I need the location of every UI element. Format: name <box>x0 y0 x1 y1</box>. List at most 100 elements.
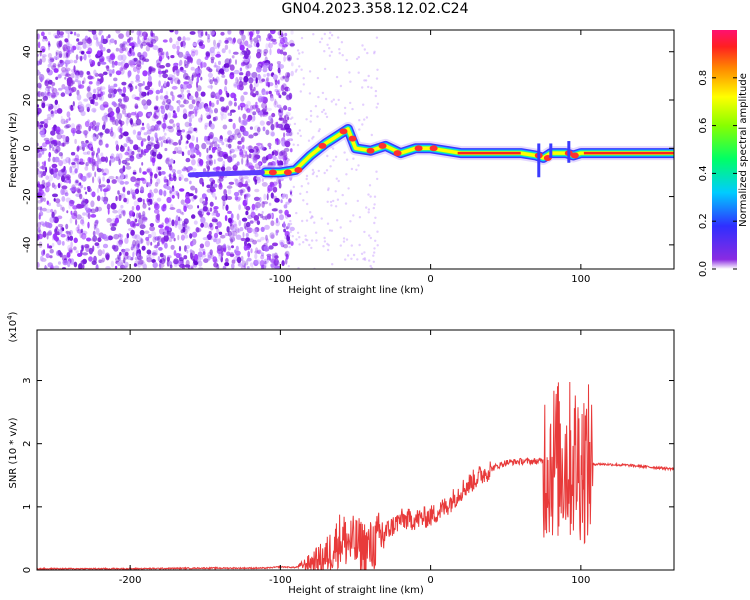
noise-speckle <box>236 213 240 221</box>
noise-speckle <box>266 78 269 83</box>
noise-speckle <box>270 234 275 240</box>
noise-speckle <box>170 204 174 210</box>
noise-speckle <box>79 70 84 78</box>
noise-speckle <box>124 181 129 185</box>
noise-speckle <box>58 152 63 157</box>
noise-speckle <box>330 50 333 54</box>
noise-speckle <box>93 33 98 41</box>
noise-speckle <box>246 266 250 269</box>
noise-speckle <box>114 39 117 45</box>
noise-speckle <box>356 258 359 261</box>
noise-speckle <box>76 94 82 101</box>
noise-speckle <box>283 147 290 152</box>
noise-speckle <box>259 145 265 151</box>
noise-speckle <box>83 77 86 84</box>
noise-speckle <box>207 136 211 141</box>
x-tick-label: 100 <box>571 274 590 285</box>
noise-speckle <box>255 77 258 84</box>
noise-speckle <box>73 261 78 268</box>
noise-speckle <box>270 30 276 35</box>
noise-speckle <box>343 112 347 115</box>
noise-speckle <box>139 259 145 265</box>
noise-speckle <box>260 236 265 241</box>
noise-speckle <box>262 126 266 132</box>
noise-speckle <box>315 239 318 242</box>
noise-speckle <box>176 49 180 56</box>
noise-speckle <box>173 250 177 256</box>
noise-speckle <box>118 119 122 125</box>
noise-speckle <box>257 75 262 81</box>
noise-speckle <box>220 256 223 263</box>
noise-speckle <box>200 76 203 81</box>
noise-speckle <box>137 111 143 118</box>
noise-speckle <box>220 111 224 116</box>
noise-speckle <box>52 234 55 241</box>
noise-speckle <box>58 53 63 58</box>
noise-speckle <box>174 30 179 35</box>
noise-speckle <box>127 146 130 152</box>
noise-speckle <box>256 239 262 243</box>
noise-speckle <box>86 71 91 75</box>
noise-speckle <box>109 130 114 137</box>
noise-speckle <box>124 237 129 244</box>
noise-speckle <box>69 166 73 174</box>
noise-speckle <box>230 72 235 76</box>
noise-speckle <box>243 58 249 63</box>
noise-speckle <box>256 166 259 171</box>
noise-speckle <box>222 124 228 130</box>
noise-speckle <box>76 146 80 152</box>
noise-speckle <box>282 119 288 124</box>
noise-speckle <box>332 98 335 101</box>
noise-speckle <box>349 101 352 105</box>
noise-speckle <box>227 210 232 214</box>
noise-speckle <box>120 264 125 269</box>
noise-speckle <box>129 155 135 162</box>
noise-speckle <box>100 37 104 44</box>
noise-speckle <box>236 256 242 264</box>
noise-speckle <box>155 95 159 101</box>
noise-speckle <box>141 138 147 142</box>
noise-speckle <box>341 54 344 57</box>
noise-speckle <box>218 89 223 95</box>
noise-speckle <box>142 36 145 44</box>
noise-speckle <box>108 39 112 45</box>
noise-speckle <box>158 171 162 177</box>
noise-speckle <box>132 251 135 258</box>
noise-speckle <box>204 56 209 60</box>
noise-speckle <box>216 99 219 105</box>
noise-speckle <box>176 45 180 51</box>
noise-speckle <box>239 227 244 232</box>
noise-speckle <box>229 236 236 243</box>
noise-speckle <box>307 139 311 142</box>
noise-speckle <box>52 193 58 198</box>
noise-speckle <box>64 125 70 129</box>
noise-speckle <box>245 196 249 204</box>
noise-speckle <box>49 59 52 66</box>
noise-speckle <box>145 45 151 52</box>
snr-line <box>37 381 674 570</box>
y-tick-label: -20 <box>22 188 33 204</box>
noise-speckle <box>217 146 222 152</box>
noise-speckle <box>73 31 77 36</box>
noise-speckle <box>265 105 268 112</box>
noise-speckle <box>337 98 340 102</box>
x-tick-label: 100 <box>571 575 590 586</box>
noise-speckle <box>173 258 179 265</box>
noise-speckle <box>122 210 126 217</box>
noise-speckle <box>322 245 325 248</box>
noise-speckle <box>281 91 287 96</box>
noise-speckle <box>208 131 214 139</box>
noise-speckle <box>134 96 140 101</box>
noise-speckle <box>217 151 221 157</box>
noise-speckle <box>227 30 232 35</box>
noise-speckle <box>265 129 270 136</box>
noise-speckle <box>178 139 182 146</box>
noise-speckle <box>178 174 184 181</box>
noise-speckle <box>60 115 63 121</box>
noise-speckle <box>137 262 142 268</box>
noise-speckle <box>142 217 148 221</box>
noise-speckle <box>337 179 340 183</box>
noise-speckle <box>253 215 260 221</box>
noise-speckle <box>326 43 329 46</box>
noise-speckle <box>364 79 368 82</box>
